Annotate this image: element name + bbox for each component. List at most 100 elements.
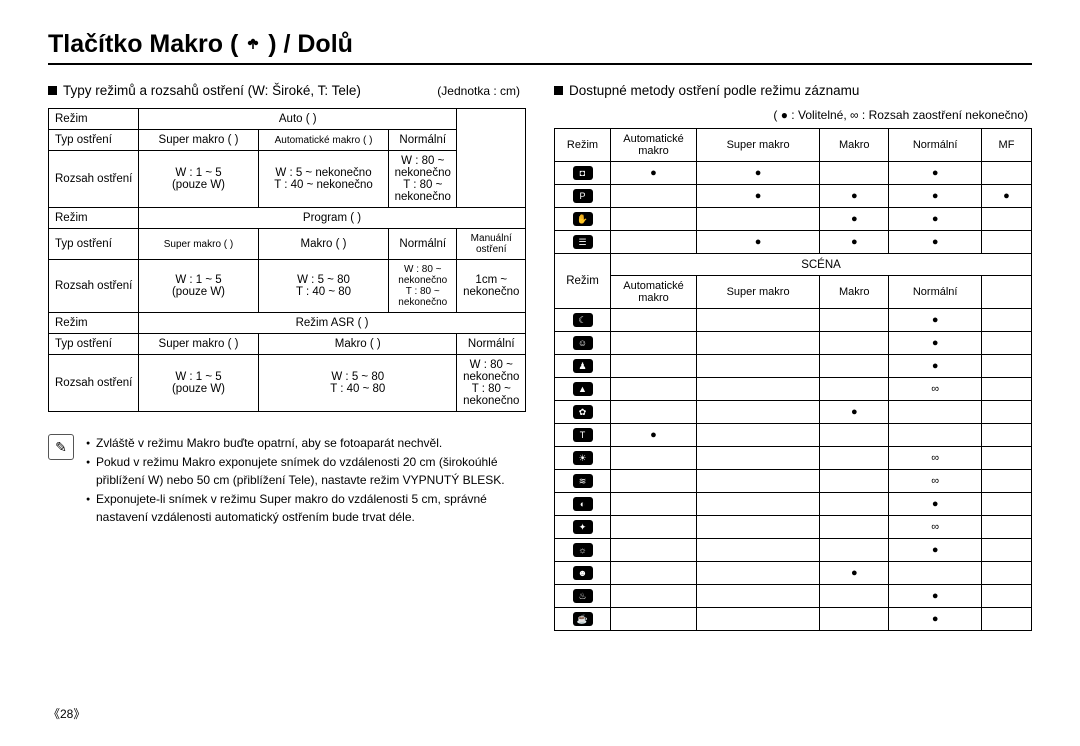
note-item: Pokud v režimu Makro exponujete snímek d… [86,453,526,490]
cell-a-r3: W : 80 ~ nekonečnoT : 80 ~ nekonečno [457,355,526,412]
mode-cell: ≋ [555,470,611,493]
legend: ( ● : Volitelné, ∞ : Rozsah zaostření ne… [554,108,1028,122]
table-row: ☺● [555,332,1032,355]
mode-program-icon: P [573,189,593,203]
row-mode-label3: Režim [49,313,139,334]
table-row: ☻● [555,562,1032,585]
h-automakro-2: Automatické makro [611,276,697,309]
mode-text-icon: T [573,428,593,442]
table-row: ≋∞ [555,470,1032,493]
mode-cell: ♨ [555,585,611,608]
page-number: 《28》 [48,705,85,722]
mode-cell: ◘ [555,162,611,185]
availability-cell [611,332,697,355]
availability-cell [697,378,820,401]
cell-p-makro: Makro ( ) [259,229,389,260]
availability-cell [611,447,697,470]
table-row: ◘●●● [555,162,1032,185]
availability-cell [820,162,889,185]
availability-cell [982,401,1032,424]
cell-auto-r3: W : 80 ~ nekonečnoT : 80 ~ nekonečno [389,151,457,208]
availability-cell: ● [820,231,889,254]
mode-dawn-icon: ≋ [573,474,593,488]
availability-cell: ● [889,208,982,231]
table-row: ✦∞ [555,516,1032,539]
mode-fireworks-icon: ✦ [573,520,593,534]
availability-cell [697,401,820,424]
availability-cell: ● [820,208,889,231]
cell-a-r2: W : 5 ~ 80T : 40 ~ 80 [259,355,457,412]
mode-beach-icon: ☼ [573,543,593,557]
availability-cell: ● [697,162,820,185]
mode-food-icon: ♨ [573,589,593,603]
availability-cell [697,493,820,516]
cell-supermakro: Super makro ( ) [139,130,259,151]
table-row: ♨● [555,585,1032,608]
availability-cell [820,516,889,539]
cell-a-norm: Normální [457,334,526,355]
cell-normal: Normální [389,130,457,151]
availability-cell [697,424,820,447]
availability-cell [611,378,697,401]
note-icon: ✎ [48,434,74,460]
availability-cell [820,355,889,378]
availability-cell: ● [889,332,982,355]
availability-cell [611,401,697,424]
availability-cell [697,562,820,585]
availability-cell [982,562,1032,585]
h-rezim: Režim [555,129,611,162]
mode-night-icon: ☾ [573,313,593,327]
cell-a-r1: W : 1 ~ 5(pouze W) [139,355,259,412]
mode-cell: ✿ [555,401,611,424]
availability-cell [611,355,697,378]
availability-cell [697,470,820,493]
mode-video-icon: ☰ [573,235,593,249]
bullet-icon [554,86,563,95]
h-automakro: Automatické makro [611,129,697,162]
table-row: ☾● [555,309,1032,332]
cell-auto-r2: W : 5 ~ nekonečnoT : 40 ~ nekonečno [259,151,389,208]
left-heading-row: Typy režimů a rozsahů ostření (W: Široké… [48,83,526,98]
availability-cell [697,208,820,231]
mode-landscape-icon: ▲ [573,382,593,396]
cell-auto-r1: W : 1 ~ 5(pouze W) [139,151,259,208]
table-row: ☼● [555,539,1032,562]
availability-cell [611,585,697,608]
availability-cell [982,355,1032,378]
availability-cell [982,332,1032,355]
availability-cell [697,447,820,470]
availability-cell [697,516,820,539]
mode-cell: ☺ [555,332,611,355]
availability-cell [611,516,697,539]
page-title: Tlačítko Makro ( ) / Dolů [48,30,1032,65]
table-row: ✿● [555,401,1032,424]
mode-selfshot-icon: ☻ [573,566,593,580]
availability-cell [982,208,1032,231]
availability-cell: ● [611,424,697,447]
mode-auto: Auto ( ) [139,109,457,130]
availability-cell [611,208,697,231]
table-row: ☰●●● [555,231,1032,254]
mode-cell: ☾ [555,309,611,332]
mode-portrait-icon: ☺ [573,336,593,350]
cell-p-manual: Manuální ostření [457,229,526,260]
mode-cell: ▲ [555,378,611,401]
availability-cell [982,539,1032,562]
mode-cell: ☰ [555,231,611,254]
table-row: ☕● [555,608,1032,631]
mode-cell: ☀ [555,447,611,470]
table-row: T● [555,424,1032,447]
mode-sunset-icon: ☀ [573,451,593,465]
cell-a-super: Super makro ( ) [139,334,259,355]
availability-cell [982,162,1032,185]
mode-cell: ◐ [555,493,611,516]
availability-cell [611,562,697,585]
cell-p-r4: 1cm ~nekonečno [457,260,526,313]
mode-backlight-icon: ◐ [573,497,593,511]
availability-cell [697,539,820,562]
availability-cell: ● [611,162,697,185]
cell-p-r3: W : 80 ~ nekonečnoT : 80 ~ nekonečno [389,260,457,313]
table-row: ✋●● [555,208,1032,231]
h-norm: Normální [889,129,982,162]
availability-cell [982,608,1032,631]
